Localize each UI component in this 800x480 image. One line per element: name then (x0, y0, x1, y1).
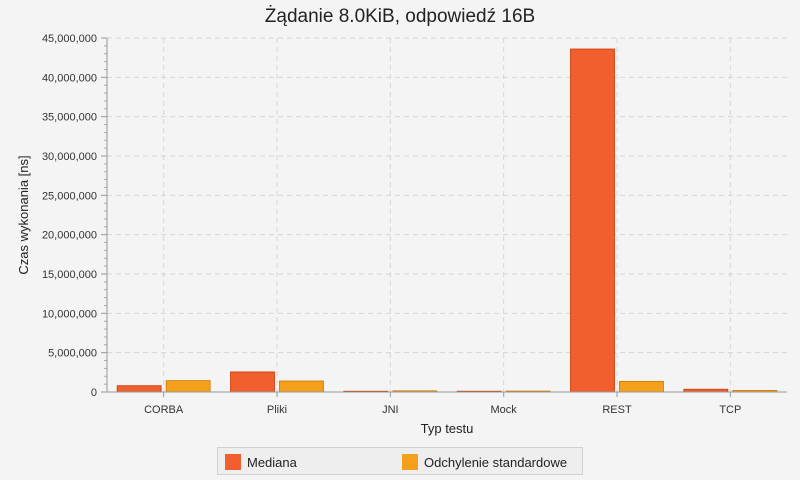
y-tick-label: 45,000,000 (42, 33, 97, 45)
chart-legend: Mediana Odchylenie standardowe (217, 447, 583, 475)
x-tick-label-tcp: TCP (719, 404, 741, 416)
y-tick-label: 10,000,000 (42, 308, 97, 320)
series-0 (116, 48, 729, 393)
axes: 0 5,000,000 10,000,000 15,000,000 20,000,000… (42, 33, 787, 416)
x-tick-label-corba: CORBA (144, 404, 184, 416)
y-tick-label: 15,000,000 (42, 269, 97, 281)
y-tick-label: 35,000,000 (42, 112, 97, 124)
x-tick-label-jni: JNI (382, 404, 399, 416)
bar-odchylenie-pliki (279, 380, 324, 393)
y-tick-label: 20,000,000 (42, 230, 97, 242)
y-tick-label: 40,000,000 (42, 72, 97, 84)
x-tick-label-pliki: Pliki (267, 404, 287, 416)
bar-mediana-rest (570, 48, 615, 393)
chart-title: Żądanie 8.0KiB, odpowiedź 16B (264, 6, 536, 27)
legend-item-mediana: Mediana (225, 453, 297, 471)
grid-lines (107, 37, 787, 392)
x-tick-label-mock: Mock (491, 404, 518, 416)
y-axis-label: Czas wykonania [ns] (16, 155, 31, 274)
legend-label-mediana: Mediana (247, 454, 297, 470)
x-axis-label: Typ testu (421, 421, 474, 436)
plot-area (107, 38, 787, 392)
legend-label-odchylenie: Odchylenie standardowe (424, 454, 568, 470)
y-tick-label: 30,000,000 (42, 151, 97, 163)
bar-odchylenie-rest (619, 380, 664, 393)
legend-item-odchylenie: Odchylenie standardowe (402, 453, 567, 471)
legend-swatch-odchylenie (402, 454, 418, 470)
x-tick-label-rest: REST (602, 404, 632, 416)
bar-odchylenie-corba (165, 380, 211, 393)
bar-mediana-corba (116, 385, 162, 393)
y-tick-label: 5,000,000 (48, 348, 97, 360)
bar-mediana-pliki (230, 371, 275, 393)
y-tick-label: 0 (91, 387, 97, 399)
y-tick-label: 25,000,000 (42, 190, 97, 202)
legend-swatch-mediana (225, 454, 241, 470)
